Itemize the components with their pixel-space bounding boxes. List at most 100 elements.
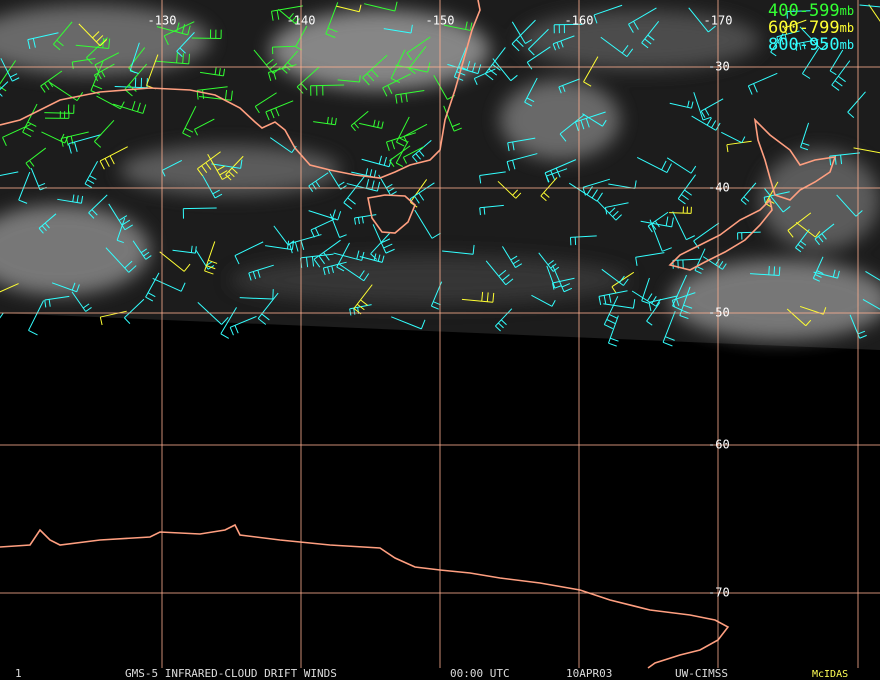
barb-shaft (198, 95, 232, 101)
wind-barb (607, 315, 619, 347)
barb-shaft (100, 310, 127, 318)
barb-feather (526, 97, 535, 103)
barb-feather (265, 111, 270, 121)
barb-feather (315, 180, 321, 188)
barb-feather (86, 57, 93, 65)
wind-barbs (0, 1, 880, 347)
barb-shaft (740, 182, 757, 201)
barb-feather (383, 157, 387, 166)
wind-barb (794, 39, 819, 51)
barb-feather (38, 227, 44, 234)
barb-shaft (853, 147, 880, 154)
barb-shaft (383, 28, 412, 34)
wind-barb (253, 49, 281, 74)
barb-shaft (255, 92, 277, 107)
barb-feather (93, 74, 99, 82)
barb-shaft (265, 100, 294, 113)
latitude-label: -40 (708, 181, 730, 195)
barb-feather (403, 136, 408, 144)
barb-shaft (22, 103, 38, 133)
barb-feather (373, 119, 376, 127)
wind-barb (545, 168, 568, 183)
barb-feather (208, 259, 218, 264)
barb-feather (647, 293, 653, 302)
barb-feather (472, 244, 475, 255)
barb-shaft (403, 146, 425, 158)
barb-feather (197, 168, 203, 177)
barb-feather (803, 42, 806, 50)
barb-shaft (507, 137, 536, 144)
barb-shaft (831, 60, 851, 86)
wind-barb (801, 48, 820, 79)
wind-barb (569, 235, 597, 246)
barb-shaft (44, 112, 74, 114)
barb-feather (44, 222, 50, 229)
wind-barb (461, 291, 495, 303)
barb-feather (128, 84, 137, 92)
wind-barb (485, 260, 514, 286)
wind-barb (336, 242, 350, 272)
wind-barb (412, 140, 432, 163)
barb-shaft (611, 271, 635, 288)
barb-shaft (207, 154, 223, 180)
barb-feather (671, 217, 674, 227)
clouds (0, 5, 880, 340)
wind-barb (688, 7, 716, 33)
antarctica-coast (0, 523, 730, 669)
barb-shaft (346, 183, 378, 192)
barb-feather (314, 227, 320, 236)
barb-feather (358, 4, 362, 12)
barb-feather (204, 270, 214, 275)
barb-shaft (0, 58, 13, 82)
barb-feather (431, 305, 439, 310)
barb-feather (612, 210, 619, 218)
wind-barb (329, 213, 347, 238)
wind-barb (495, 308, 513, 332)
barb-feather (776, 36, 780, 44)
barb-shaft (234, 241, 264, 257)
barb-feather (294, 18, 301, 24)
barb-feather (512, 259, 520, 265)
barb-feather (818, 236, 824, 243)
barb-feather (275, 107, 280, 117)
wind-barb (604, 202, 629, 215)
barb-shaft (764, 188, 784, 213)
barb-feather (574, 121, 579, 132)
barb-feather (183, 263, 191, 272)
barb-feather (194, 246, 197, 254)
wind-barb (328, 169, 347, 190)
wind-barb (310, 84, 345, 96)
barb-feather (140, 248, 148, 254)
barb-feather (512, 141, 515, 151)
barb-shaft (868, 4, 880, 22)
barb-feather (29, 160, 35, 167)
barb-feather (366, 73, 375, 82)
barb-feather (651, 223, 657, 230)
wind-barb (182, 105, 197, 138)
barb-feather (327, 266, 330, 275)
wind-barb (71, 57, 96, 69)
barb-feather (743, 196, 750, 202)
wind-barb (492, 58, 518, 82)
barb-feather (10, 73, 18, 78)
barb-feather (829, 70, 837, 76)
wind-barb (385, 132, 417, 151)
barb-feather (488, 68, 498, 76)
barb-feather (644, 38, 652, 45)
wind-barb (786, 308, 812, 327)
latitude-label: -30 (708, 60, 730, 74)
barb-feather (778, 266, 781, 276)
barb-feather (99, 160, 105, 170)
barb-feather (619, 275, 625, 283)
barb-feather (357, 217, 360, 225)
barb-feather (821, 233, 827, 240)
wind-barb (641, 277, 650, 304)
barb-feather (371, 69, 379, 78)
wind-barb (313, 116, 337, 126)
wind-barb (18, 171, 31, 204)
barb-shaft (328, 169, 342, 190)
barb-shaft (568, 182, 598, 202)
barb-feather (214, 67, 217, 75)
barb-feather (555, 167, 561, 178)
wind-barb (836, 194, 863, 217)
